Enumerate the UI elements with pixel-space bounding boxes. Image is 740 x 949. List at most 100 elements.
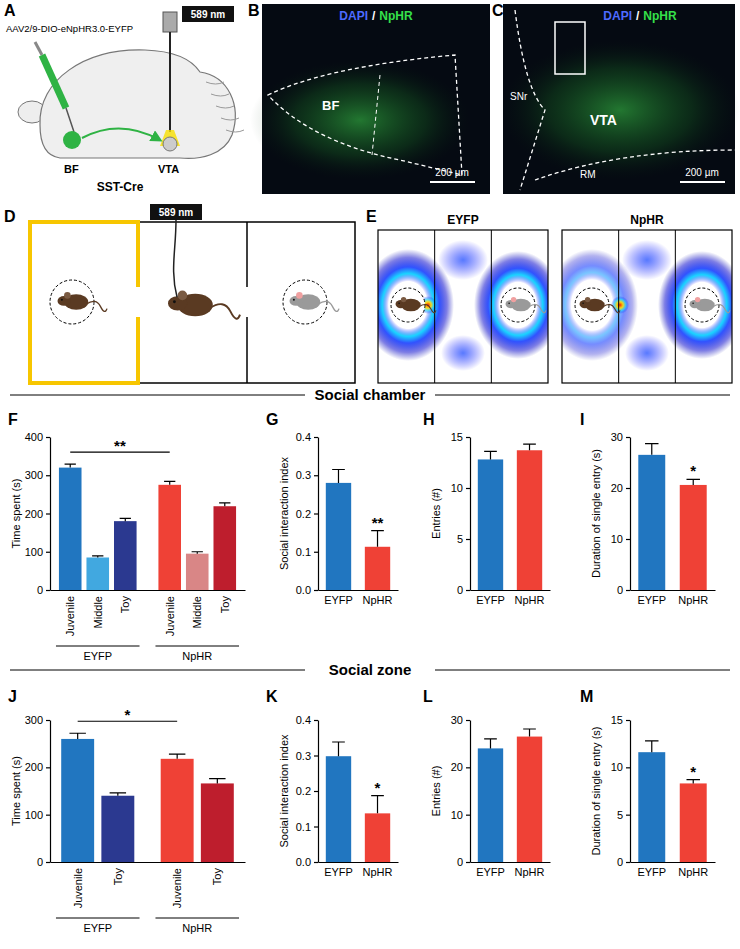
x-tick-label: Middle xyxy=(191,596,203,628)
bar xyxy=(161,759,194,862)
y-tick-label: 5 xyxy=(617,809,623,821)
y-tick-mark xyxy=(626,767,630,768)
y-tick: 0.0 xyxy=(296,584,318,596)
y-tick-mark xyxy=(314,862,318,863)
bar xyxy=(680,783,707,862)
y-axis: 0100200300400 xyxy=(25,431,51,596)
fiber-cable xyxy=(174,220,177,297)
cerebellum-fold xyxy=(211,94,229,96)
bar xyxy=(61,739,94,862)
significance: ** xyxy=(114,437,126,454)
virus-label: AAV2/9-DIO-eNpHR3.0-EYFP xyxy=(6,23,133,34)
x-axis-line xyxy=(471,862,551,863)
chamber-wall xyxy=(246,222,248,287)
y-tick-mark xyxy=(314,513,318,514)
y-tick-label: 10 xyxy=(451,482,463,494)
y-tick-label: 0.1 xyxy=(296,821,311,833)
y-tick-mark xyxy=(626,590,630,591)
group-rule xyxy=(155,918,239,919)
fiber-track xyxy=(555,22,585,74)
group-rule xyxy=(56,918,140,919)
stain-label: DAPI/NpHR xyxy=(603,9,677,23)
y-tick-label: 0.4 xyxy=(296,431,311,443)
y-tick: 0 xyxy=(617,584,630,596)
bar xyxy=(213,506,236,590)
error-bar xyxy=(209,779,225,784)
y-tick-mark xyxy=(626,488,630,489)
y-axis: 051015 xyxy=(611,714,631,868)
plot-area xyxy=(638,444,706,590)
laser-box xyxy=(150,204,202,220)
bf-site xyxy=(63,131,81,149)
error-bar xyxy=(523,729,536,737)
y-axis-title: Entries (#) xyxy=(430,766,442,817)
plot-area xyxy=(59,464,236,590)
y-tick: 0.2 xyxy=(296,785,318,797)
x-axis-line xyxy=(51,862,246,863)
y-tick: 30 xyxy=(611,431,630,443)
mouse-eye xyxy=(582,302,584,304)
y-tick-label: 0.0 xyxy=(296,584,311,596)
y-tick: 0.3 xyxy=(296,750,318,762)
section-heading: Social zone xyxy=(10,661,730,678)
y-tick: 100 xyxy=(25,546,50,558)
x-tick-label: NpHR xyxy=(515,594,545,606)
y-tick-mark xyxy=(466,767,470,768)
panel-letter: J xyxy=(8,688,17,705)
y-tick: 300 xyxy=(25,469,50,481)
x-tick: NpHR xyxy=(678,866,708,878)
error-bar xyxy=(92,556,103,558)
x-tick: EYFP xyxy=(324,866,353,878)
bar xyxy=(326,483,351,590)
y-tick: 100 xyxy=(25,809,50,821)
error-bar xyxy=(169,754,185,759)
mouse-eye xyxy=(173,300,176,303)
y-tick-mark xyxy=(466,720,470,721)
y-tick: 15 xyxy=(611,714,630,726)
panel-letter: H xyxy=(423,411,435,428)
stain-part: DAPI xyxy=(603,9,632,23)
x-axis: EYFPNpHR xyxy=(631,863,716,878)
y-tick-mark xyxy=(46,720,50,721)
y-tick: 400 xyxy=(25,431,50,443)
region-label: VTA xyxy=(158,163,179,175)
stain-label: DAPI/NpHR xyxy=(339,9,413,23)
y-tick-mark xyxy=(314,437,318,438)
x-axis: EYFPNpHR xyxy=(319,591,399,606)
x-tick-label: Toy xyxy=(119,596,131,614)
x-tick: NpHR xyxy=(678,594,708,606)
x-axis-line xyxy=(631,590,716,591)
figure-canvas: AAAV2/9-DIO-eNpHR3.0-EYFP589 nmBFVTASST-… xyxy=(0,0,740,949)
y-tick-label: 20 xyxy=(451,761,463,773)
x-tick-label: Toy xyxy=(211,868,223,886)
y-tick-label: 0 xyxy=(457,856,463,868)
y-tick: 200 xyxy=(25,761,50,773)
arena xyxy=(30,222,355,383)
mouse-ear xyxy=(296,292,303,299)
region-label: BF xyxy=(64,163,79,175)
y-tick: 0 xyxy=(457,856,470,868)
error-bar xyxy=(645,741,658,752)
y-tick: 0.0 xyxy=(296,856,318,868)
y-axis-title: Time spent (s) xyxy=(10,756,22,826)
stain-part: DAPI xyxy=(339,9,368,23)
y-axis-title: Duration of single entry (s) xyxy=(590,449,602,578)
y-axis-line xyxy=(470,438,471,591)
significance: * xyxy=(124,706,130,723)
bar xyxy=(101,796,134,862)
x-tick-label: Juvenile xyxy=(72,868,84,908)
bar xyxy=(326,756,351,862)
heatmap-title: EYFP xyxy=(447,213,478,227)
y-tick-mark xyxy=(466,815,470,816)
stain-part: NpHR xyxy=(643,9,677,23)
y-tick: 10 xyxy=(451,482,470,494)
y-tick-label: 200 xyxy=(25,761,43,773)
x-tick-label: EYFP xyxy=(476,594,505,606)
y-tick-mark xyxy=(314,791,318,792)
syringe-barrel xyxy=(42,55,66,108)
y-tick-label: 0 xyxy=(617,856,623,868)
mouse-ear xyxy=(585,297,590,302)
x-axis: EYFPNpHR xyxy=(319,863,399,878)
section-rule xyxy=(435,395,730,396)
mouse-icon xyxy=(580,297,621,313)
